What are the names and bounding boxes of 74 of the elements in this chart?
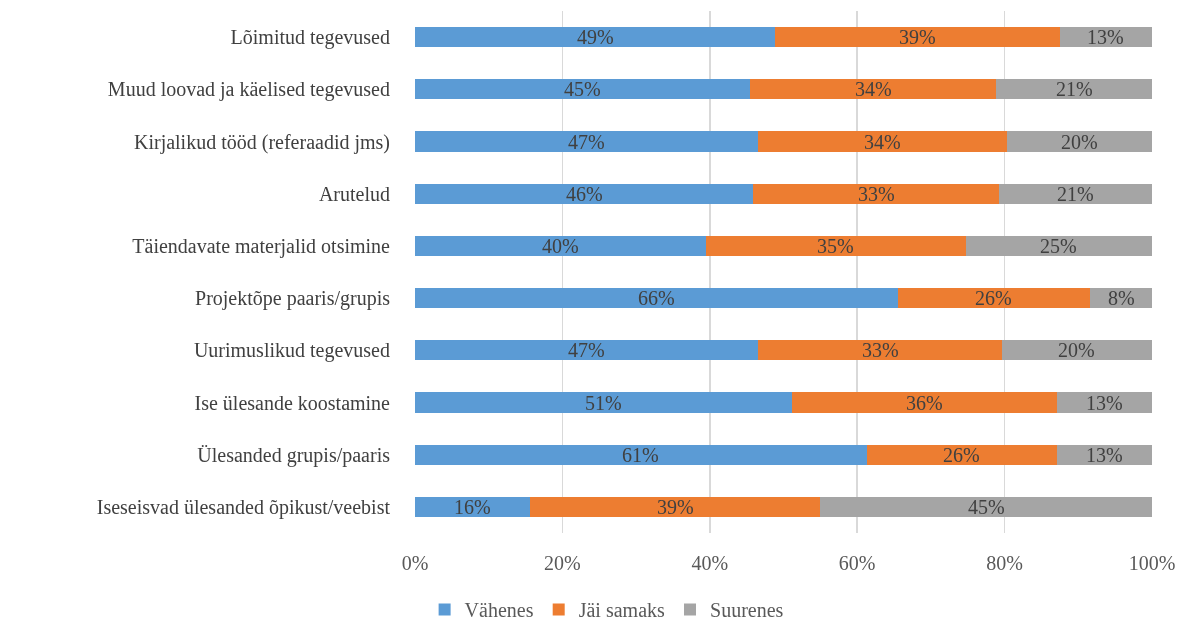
data-label: 51% <box>585 392 622 414</box>
bar <box>775 26 1060 48</box>
data-label: 66% <box>638 287 675 309</box>
data-label: 36% <box>906 392 943 414</box>
data-label: 47% <box>568 131 605 153</box>
data-label: 35% <box>817 235 854 257</box>
data-label: 8% <box>1108 287 1135 309</box>
x-tick-label: 100% <box>1128 552 1176 574</box>
y-tick-label: Ise ülesande koostamine <box>194 391 391 414</box>
x-tick-label: 40% <box>691 552 729 574</box>
bar <box>999 183 1152 204</box>
data-label: 61% <box>622 444 659 466</box>
data-label: 20% <box>1058 339 1095 361</box>
bar <box>758 340 1002 361</box>
bar <box>1056 392 1152 413</box>
legend-label: Vähenes <box>464 599 534 622</box>
bar <box>866 444 1057 465</box>
data-label: 26% <box>943 444 980 466</box>
data-label: 34% <box>855 78 892 100</box>
bar <box>415 392 792 413</box>
y-tick-label: Muud loovad ja käelised tegevused <box>107 78 390 102</box>
y-tick-label: Iseseisvad ülesanded õpikust/veebist <box>96 495 391 519</box>
bar <box>820 496 1152 518</box>
data-label: 39% <box>657 496 694 518</box>
data-label: 13% <box>1086 392 1123 414</box>
y-tick-label: Lõimitud tegevused <box>230 26 390 50</box>
y-tick-label: Täiendavate materjalid otsimine <box>132 234 391 258</box>
bar <box>758 131 1007 152</box>
bar <box>415 183 754 204</box>
y-tick-label: Kirjalikud tööd (referaadid jms) <box>133 130 390 154</box>
data-label: 26% <box>975 287 1012 309</box>
bar <box>706 235 966 257</box>
x-tick-label: 20% <box>544 552 581 574</box>
data-label: 34% <box>864 131 901 153</box>
y-tick-label: Uurimuslikud tegevused <box>193 339 390 363</box>
bar <box>415 131 759 152</box>
data-label: 47% <box>568 339 605 361</box>
data-label: 49% <box>577 26 614 48</box>
bar <box>529 496 821 518</box>
legend-label: Jäi samaks <box>578 599 665 622</box>
bar <box>897 287 1091 309</box>
data-label: 25% <box>1040 235 1077 257</box>
x-tick-label: 60% <box>838 552 876 574</box>
data-label: 21% <box>1057 183 1094 205</box>
legend-label: Suurenes <box>710 599 784 622</box>
data-label: 45% <box>564 78 601 100</box>
y-tick-label: Projektõpe paaris/grupis <box>195 287 391 311</box>
data-label: 40% <box>542 235 579 257</box>
bar <box>415 287 898 309</box>
x-tick-label: 0% <box>401 552 429 574</box>
data-label: 46% <box>566 183 603 205</box>
data-label: 45% <box>968 496 1005 518</box>
data-label: 39% <box>899 26 936 48</box>
y-tick-label: Arutelud <box>318 182 390 205</box>
data-label: 21% <box>1056 78 1093 100</box>
data-label: 33% <box>858 183 895 205</box>
data-label: 33% <box>862 339 899 361</box>
y-tick-label: Ülesanded grupis/paaris <box>197 443 391 467</box>
bar <box>1006 131 1152 152</box>
bar <box>415 340 759 361</box>
bar <box>753 183 1000 204</box>
bar <box>965 235 1152 257</box>
data-label: 20% <box>1061 131 1098 153</box>
bar <box>415 79 750 100</box>
bar <box>415 235 707 257</box>
bar <box>996 79 1152 100</box>
bar <box>749 79 997 100</box>
data-label: 13% <box>1086 444 1123 466</box>
data-label: 16% <box>454 496 491 518</box>
bar <box>415 444 867 465</box>
bar <box>415 26 776 48</box>
x-tick-label: 80% <box>986 552 1023 574</box>
data-label: 13% <box>1087 26 1124 48</box>
bar <box>791 392 1057 413</box>
